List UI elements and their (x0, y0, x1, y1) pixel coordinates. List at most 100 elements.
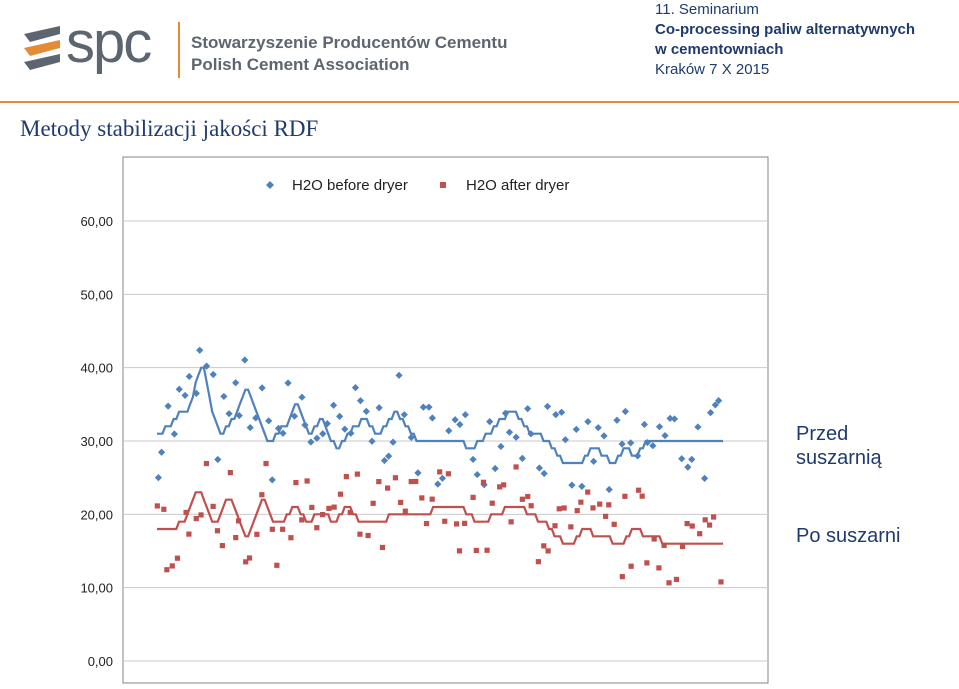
data-point (513, 464, 519, 470)
data-point (419, 495, 425, 501)
data-point (649, 442, 657, 450)
data-point (337, 491, 344, 497)
data-point (480, 479, 487, 485)
data-point (407, 433, 415, 442)
y-tick-label: 10,00 (80, 581, 113, 596)
data-point (678, 455, 686, 463)
data-point (561, 505, 567, 511)
data-point (543, 402, 552, 411)
data-point (442, 518, 448, 524)
data-point (380, 456, 389, 465)
seminar-line-4: Kraków 7 X 2015 (655, 61, 770, 78)
data-point (473, 547, 479, 554)
data-point (193, 515, 199, 522)
data-point (622, 493, 628, 499)
data-point (219, 543, 225, 549)
data-point (243, 559, 249, 565)
data-point (246, 423, 254, 432)
data-point (323, 420, 331, 428)
data-point (233, 534, 239, 541)
moisture-chart: 0,00 10,00 20,00 30,00 40,00 50,00 60,00 H2O be… (80, 156, 769, 684)
data-point (351, 384, 360, 392)
data-point (263, 460, 269, 467)
data-point (428, 414, 436, 422)
data-point (470, 494, 476, 500)
y-tick-label: 20,00 (80, 507, 113, 522)
data-point (232, 379, 240, 387)
data-point (456, 420, 464, 429)
data-point (313, 434, 321, 442)
data-point (419, 403, 427, 411)
data-point (304, 478, 310, 484)
data-point (535, 559, 541, 565)
data-point (385, 452, 393, 460)
data-point (489, 500, 495, 506)
data-point (491, 464, 499, 473)
data-point (434, 480, 442, 488)
data-point (385, 485, 391, 491)
data-point (572, 425, 580, 433)
data-point (175, 385, 183, 393)
data-point (265, 417, 273, 425)
data-point (259, 492, 265, 498)
data-point (585, 489, 591, 495)
data-point (246, 555, 253, 561)
seminar-line-1: 11. Seminarium (655, 1, 759, 18)
data-point (445, 427, 453, 435)
data-point (445, 471, 451, 477)
data-point (684, 520, 690, 527)
data-point (552, 411, 560, 419)
data-point (540, 469, 548, 478)
data-point (497, 484, 503, 490)
annotation-before-dryer: Przed suszarnią (796, 423, 882, 469)
data-point (437, 469, 443, 475)
data-point (331, 504, 337, 510)
data-point (336, 412, 344, 420)
org-line-1: Stowarzyszenie Producentów Cementu (191, 33, 508, 52)
data-point (655, 423, 664, 431)
data-point (290, 412, 299, 420)
data-point (161, 506, 167, 512)
data-point (210, 503, 216, 509)
series-line-before (157, 366, 723, 465)
data-point (535, 464, 544, 472)
data-point (666, 580, 672, 586)
data-point (552, 523, 558, 529)
data-point (186, 531, 192, 537)
data-point (605, 485, 613, 494)
data-point (688, 455, 696, 464)
data-point (227, 469, 233, 476)
data-point (170, 430, 179, 438)
data-point (568, 481, 576, 489)
data-point (220, 392, 228, 401)
data-point (402, 508, 408, 514)
data-point (347, 509, 353, 516)
data-point (618, 440, 626, 448)
data-point (326, 505, 332, 511)
data-point (274, 562, 280, 568)
data-point (484, 547, 490, 553)
data-point (169, 563, 175, 569)
data-point (680, 543, 686, 550)
data-point (181, 391, 189, 400)
data-point (574, 508, 580, 514)
data-point (368, 437, 376, 445)
data-point (497, 442, 505, 451)
data-point (603, 513, 609, 519)
data-point (702, 517, 708, 523)
data-point (505, 428, 514, 436)
data-point (354, 471, 360, 477)
slide-title: Metody stabilizacji jakości RDF (20, 116, 319, 141)
data-point (706, 408, 715, 417)
data-point (319, 430, 327, 438)
data-point (413, 478, 419, 485)
data-point (670, 415, 679, 423)
data-point (512, 433, 520, 441)
data-point (518, 454, 526, 462)
data-point (590, 505, 596, 511)
data-point (400, 411, 408, 419)
data-point (299, 517, 305, 523)
data-point (461, 411, 469, 419)
data-point (527, 430, 535, 438)
data-point (501, 482, 507, 488)
